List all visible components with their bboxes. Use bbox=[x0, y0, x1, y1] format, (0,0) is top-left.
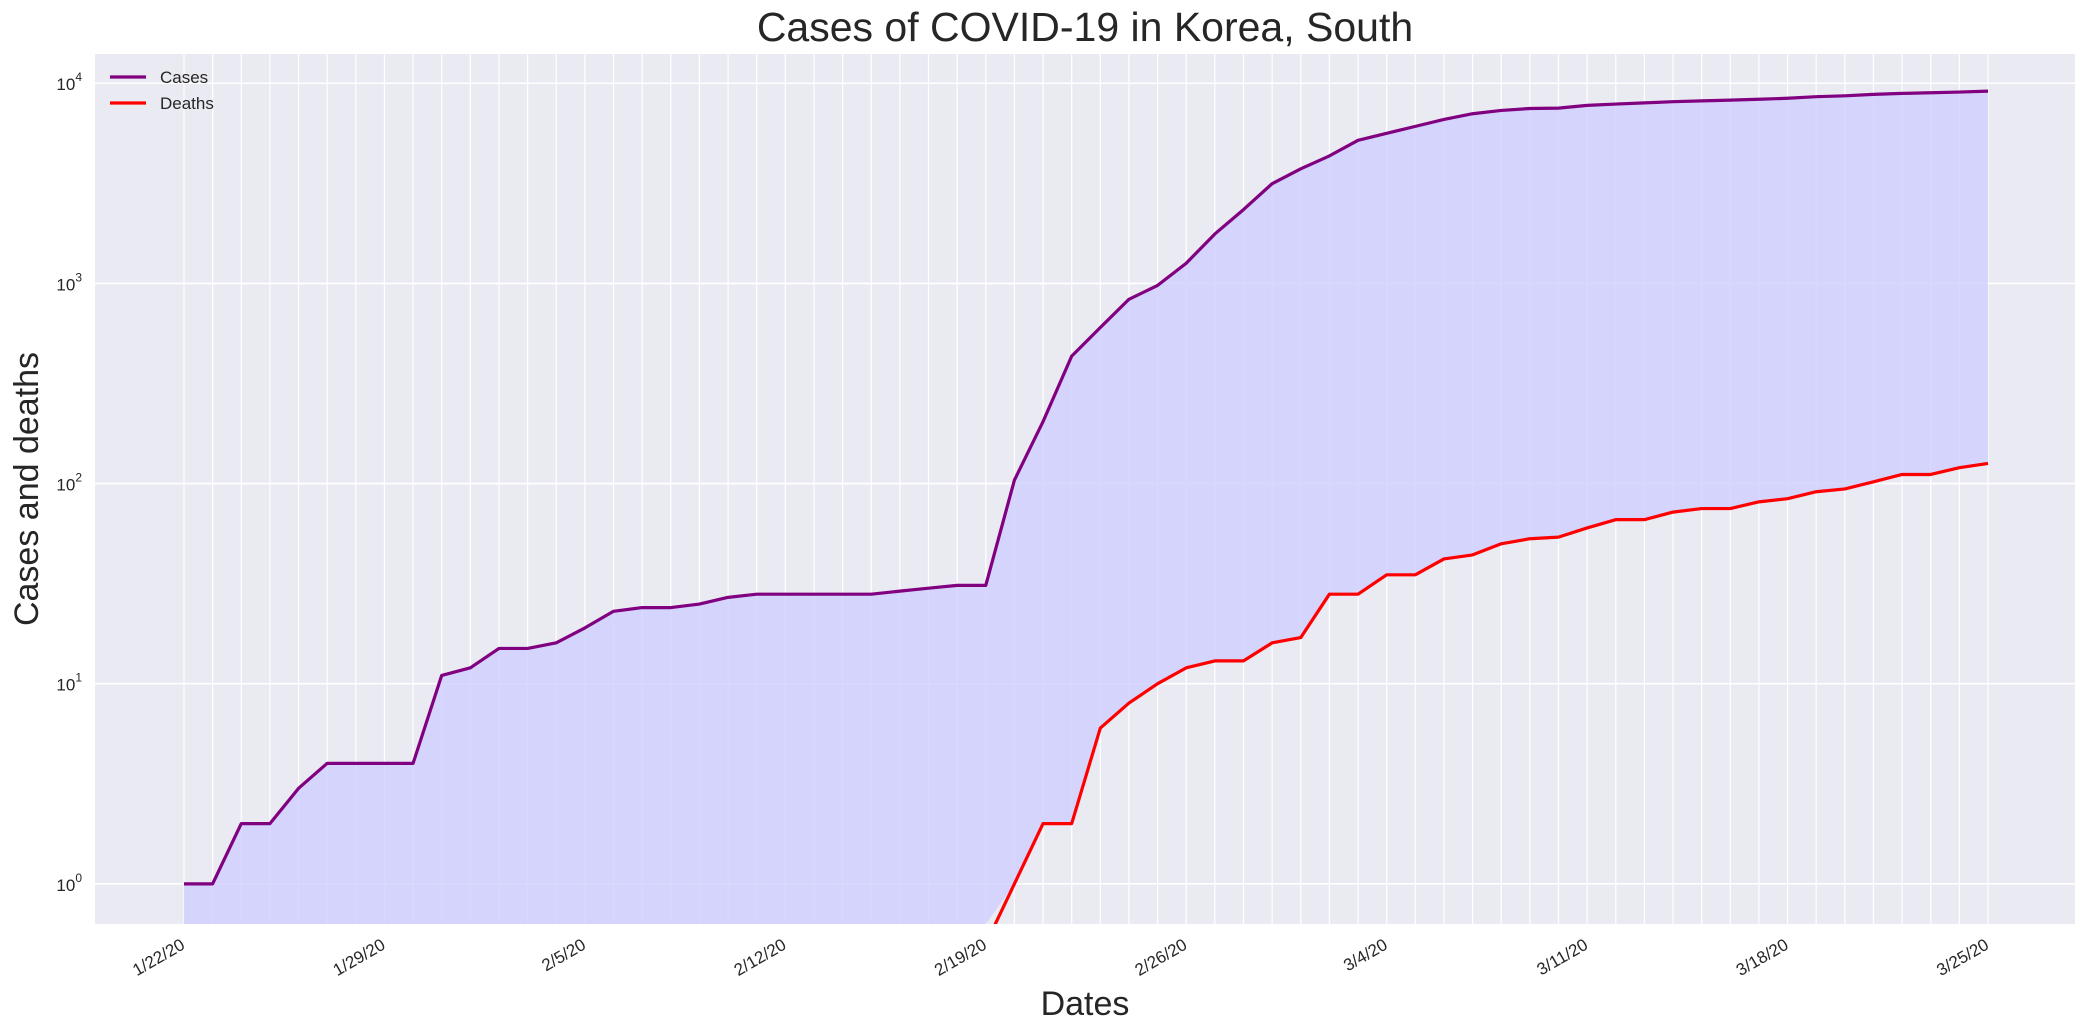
y-tick-labels: 100 101 102 103 104 bbox=[56, 70, 82, 895]
y-tick-label: 102 bbox=[56, 471, 82, 495]
cases-deaths-fill bbox=[184, 91, 1988, 925]
x-axis-label: Dates bbox=[1041, 985, 1130, 1023]
y-tick-label: 103 bbox=[56, 270, 82, 294]
series-lines bbox=[184, 89, 1989, 924]
legend-label-deaths: Deaths bbox=[160, 94, 214, 113]
chart-title: Cases of COVID-19 in Korea, South bbox=[757, 4, 1413, 50]
y-tick-label: 100 bbox=[56, 871, 82, 895]
legend: Cases Deaths bbox=[110, 68, 214, 113]
legend-label-cases: Cases bbox=[160, 68, 208, 87]
y-axis-label: Cases and deaths bbox=[8, 352, 46, 626]
series-line-cases bbox=[184, 89, 1989, 886]
y-tick-label: 104 bbox=[56, 70, 82, 94]
y-tick-label: 101 bbox=[56, 671, 82, 695]
series-line-deaths bbox=[993, 461, 1989, 924]
